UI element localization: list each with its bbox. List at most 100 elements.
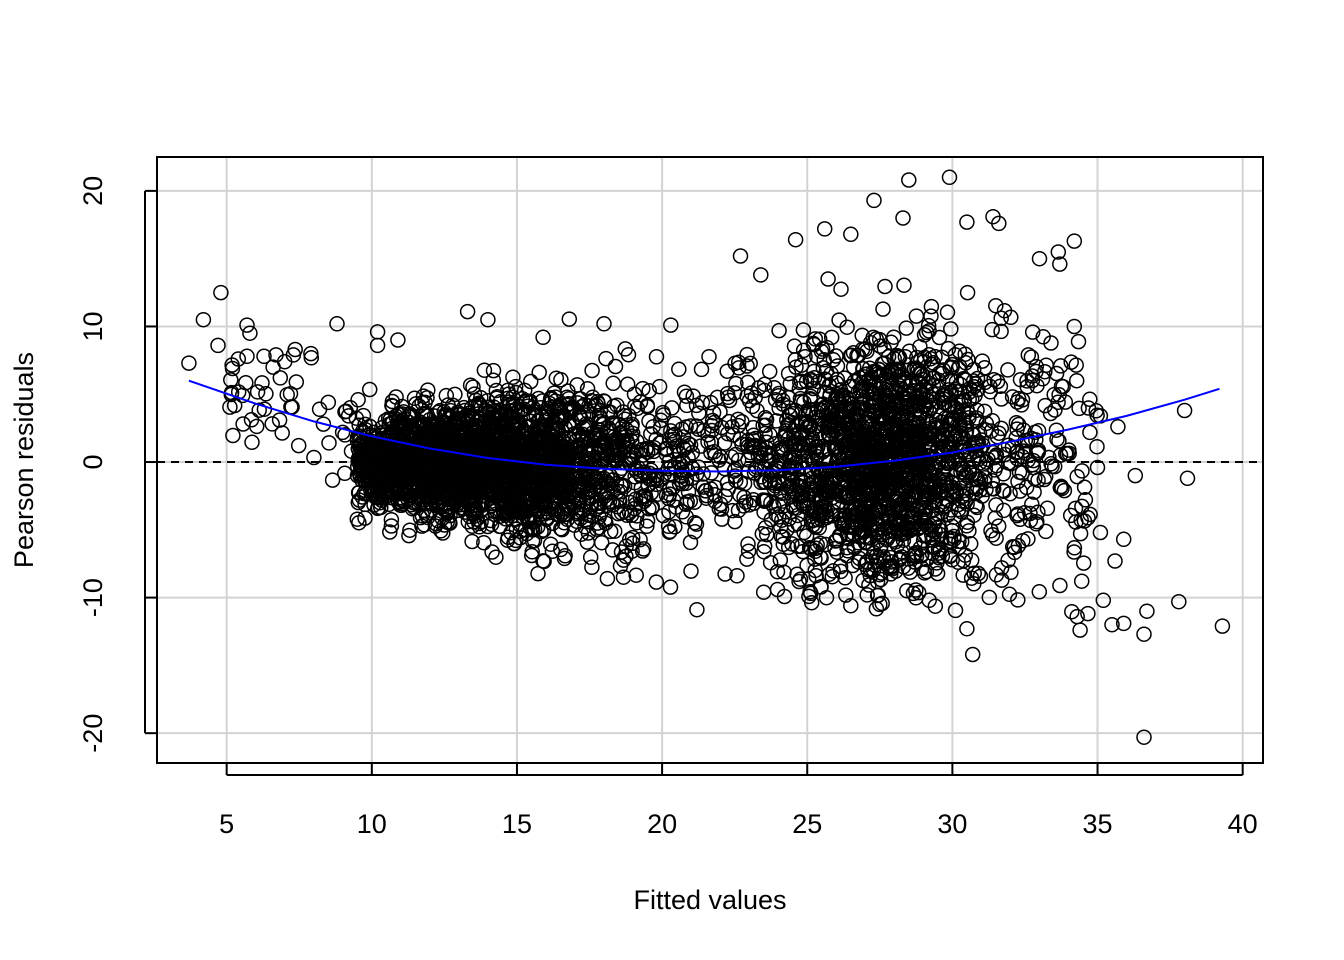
- data-point: [521, 512, 537, 528]
- data-point: [930, 456, 947, 473]
- data-point: [639, 518, 655, 535]
- data-point: [832, 558, 849, 575]
- data-point: [838, 490, 855, 506]
- data-point: [415, 388, 432, 404]
- data-point: [952, 430, 969, 446]
- data-point: [1029, 513, 1045, 530]
- data-point: [1030, 422, 1047, 439]
- data-point: [889, 434, 906, 450]
- data-point: [239, 317, 255, 333]
- data-point: [567, 490, 584, 507]
- data-point: [337, 404, 353, 420]
- data-point: [264, 416, 280, 432]
- data-point: [401, 527, 417, 544]
- data-point: [837, 570, 853, 586]
- data-point: [500, 394, 517, 410]
- data-point: [411, 398, 427, 414]
- data-point: [983, 423, 1000, 439]
- data-point: [732, 487, 748, 503]
- data-point: [841, 403, 857, 420]
- data-point: [957, 346, 973, 362]
- data-point: [740, 543, 757, 559]
- data-point: [671, 475, 688, 492]
- data-point: [485, 372, 502, 388]
- data-point: [846, 539, 863, 556]
- data-point: [1004, 389, 1021, 405]
- data-point: [944, 518, 960, 535]
- data-point: [1029, 445, 1046, 461]
- data-point: [963, 391, 980, 407]
- data-point: [771, 322, 787, 339]
- data-point: [798, 414, 814, 431]
- data-point: [505, 398, 522, 414]
- data-point: [783, 466, 799, 483]
- data-point: [1027, 470, 1043, 487]
- data-point: [458, 476, 475, 492]
- data-point: [436, 517, 453, 533]
- data-point: [726, 385, 743, 401]
- data-point: [943, 321, 959, 337]
- data-point: [591, 519, 608, 536]
- data-point: [355, 450, 372, 467]
- data-point: [792, 374, 808, 391]
- data-point: [784, 488, 800, 505]
- data-point: [684, 445, 701, 461]
- data-point: [369, 438, 385, 454]
- data-point: [249, 384, 266, 400]
- data-point: [1028, 358, 1045, 375]
- data-point: [448, 491, 465, 507]
- data-point: [993, 323, 1009, 340]
- data-point: [571, 464, 588, 481]
- data-point: [213, 284, 229, 301]
- data-point: [1088, 403, 1104, 419]
- data-point: [438, 387, 455, 404]
- data-point: [793, 373, 810, 389]
- data-point: [487, 409, 503, 426]
- data-point: [817, 483, 833, 500]
- data-point: [571, 482, 587, 499]
- data-point: [929, 431, 946, 447]
- data-point: [607, 358, 624, 375]
- data-point: [743, 385, 760, 401]
- data-point: [1074, 463, 1090, 479]
- data-point: [983, 522, 999, 539]
- data-point: [606, 444, 623, 461]
- data-point: [242, 325, 258, 341]
- data-point: [516, 382, 533, 399]
- data-point: [315, 416, 332, 432]
- data-point: [705, 405, 722, 421]
- data-point: [350, 392, 366, 408]
- data-point: [619, 507, 635, 524]
- data-point: [419, 467, 436, 484]
- data-point: [877, 278, 893, 295]
- data-point: [784, 405, 801, 422]
- data-point: [720, 425, 736, 442]
- data-point: [500, 529, 516, 545]
- data-point: [484, 544, 500, 560]
- data-point: [682, 534, 699, 551]
- data-point: [732, 248, 749, 264]
- data-point: [476, 362, 493, 378]
- data-point: [948, 373, 965, 390]
- data-point: [495, 504, 512, 520]
- data-point: [829, 371, 846, 388]
- data-point: [1008, 414, 1025, 431]
- data-point: [618, 538, 634, 555]
- data-point: [366, 466, 383, 482]
- data-point: [908, 582, 924, 598]
- data-point: [739, 358, 755, 374]
- data-point: [504, 389, 521, 406]
- data-point: [535, 439, 551, 455]
- data-point: [488, 390, 505, 406]
- data-point: [1014, 465, 1031, 481]
- data-point: [648, 574, 665, 590]
- data-point: [485, 441, 501, 458]
- data-point: [996, 483, 1012, 500]
- data-point: [461, 405, 478, 421]
- data-point: [430, 439, 446, 455]
- data-point: [916, 327, 933, 343]
- data-point: [494, 429, 511, 446]
- data-point: [618, 548, 634, 565]
- data-point: [285, 347, 302, 363]
- data-point: [748, 459, 765, 475]
